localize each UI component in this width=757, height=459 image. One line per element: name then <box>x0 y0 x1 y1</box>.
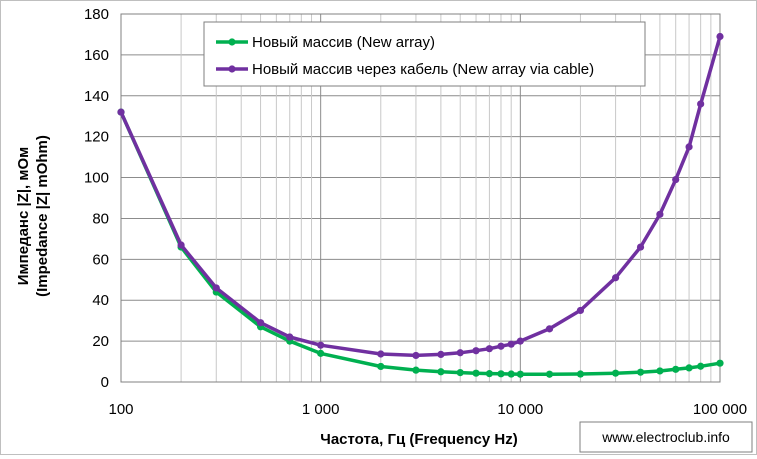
x-tick-label: 10 000 <box>497 401 543 418</box>
data-point <box>611 369 620 377</box>
x-tick-label: 100 000 <box>693 401 747 418</box>
series-layer <box>117 32 724 378</box>
data-point <box>507 340 515 348</box>
data-point <box>545 370 554 378</box>
data-point <box>636 243 645 251</box>
data-point <box>472 347 480 355</box>
data-point <box>437 368 445 376</box>
legend: Новый массив (New array) Новый массив чер… <box>203 21 646 87</box>
data-point <box>507 370 515 378</box>
y-tick-label: 40 <box>92 292 109 309</box>
y-tick-label: 180 <box>84 6 109 23</box>
data-point <box>472 369 480 377</box>
y-tick-label: 140 <box>84 88 109 105</box>
data-point <box>545 325 554 333</box>
data-point <box>412 351 420 360</box>
data-point <box>317 349 325 357</box>
y-tick-label: 100 <box>84 170 109 187</box>
data-point <box>576 370 585 378</box>
data-point <box>516 370 524 378</box>
data-point <box>117 108 125 116</box>
data-point <box>685 364 693 372</box>
data-point <box>286 333 294 341</box>
legend-entry-2: Новый массив через кабель (New array via… <box>216 61 594 78</box>
legend-label: Новый массив (New array) <box>252 34 435 51</box>
data-point <box>611 274 620 282</box>
y-tick-label: 20 <box>92 333 109 350</box>
series-2 <box>117 32 724 360</box>
data-point <box>697 362 705 370</box>
y-axis-subtitle: (Impedance |Z| mOhm) <box>34 135 51 297</box>
data-point <box>716 32 724 41</box>
data-point <box>636 368 645 376</box>
data-point <box>212 284 220 292</box>
data-point <box>377 350 385 358</box>
y-tick-label: 80 <box>92 210 109 227</box>
series-line <box>119 111 721 376</box>
data-point <box>576 306 585 315</box>
data-point <box>456 368 464 377</box>
y-tick-label: 120 <box>84 129 109 146</box>
grid <box>120 13 720 383</box>
x-axis-title: Частота, Гц (Frequency Hz) <box>320 431 517 448</box>
data-point <box>177 241 185 249</box>
y-axis-title: Импеданс |Z|, мОм <box>15 147 32 285</box>
y-tick-label: 0 <box>101 374 109 391</box>
series-1 <box>117 108 724 378</box>
data-point <box>497 342 505 350</box>
data-point <box>497 370 505 378</box>
data-point <box>656 210 664 218</box>
data-point <box>377 362 385 371</box>
watermark-text: www.electroclub.info <box>601 429 730 445</box>
tick-labels: 0 20 40 60 80 100 120 140 160 180 100 1 000 10 000 10… <box>84 6 747 418</box>
data-point <box>716 359 724 367</box>
data-point <box>437 350 445 358</box>
data-point <box>456 349 464 357</box>
data-point <box>672 365 680 373</box>
legend-marker <box>228 38 236 46</box>
legend-label: Новый массив через кабель (New array via… <box>252 61 594 78</box>
data-point <box>256 319 265 327</box>
data-point <box>656 367 664 375</box>
data-point <box>672 176 680 184</box>
data-point <box>516 337 524 345</box>
data-point <box>485 370 494 378</box>
legend-entry-1: Новый массив (New array) <box>216 34 435 51</box>
legend-marker <box>228 65 236 73</box>
data-point <box>697 100 705 108</box>
plot-area <box>120 13 721 383</box>
series-line <box>119 36 722 358</box>
data-point <box>685 143 693 151</box>
data-point <box>412 366 420 374</box>
x-tick-label: 1 000 <box>302 401 340 418</box>
y-tick-label: 160 <box>84 47 109 64</box>
x-tick-label: 100 <box>108 401 133 418</box>
watermark: www.electroclub.info <box>579 421 753 453</box>
data-point <box>317 341 325 349</box>
y-tick-label: 60 <box>92 251 109 268</box>
data-point <box>485 345 494 353</box>
